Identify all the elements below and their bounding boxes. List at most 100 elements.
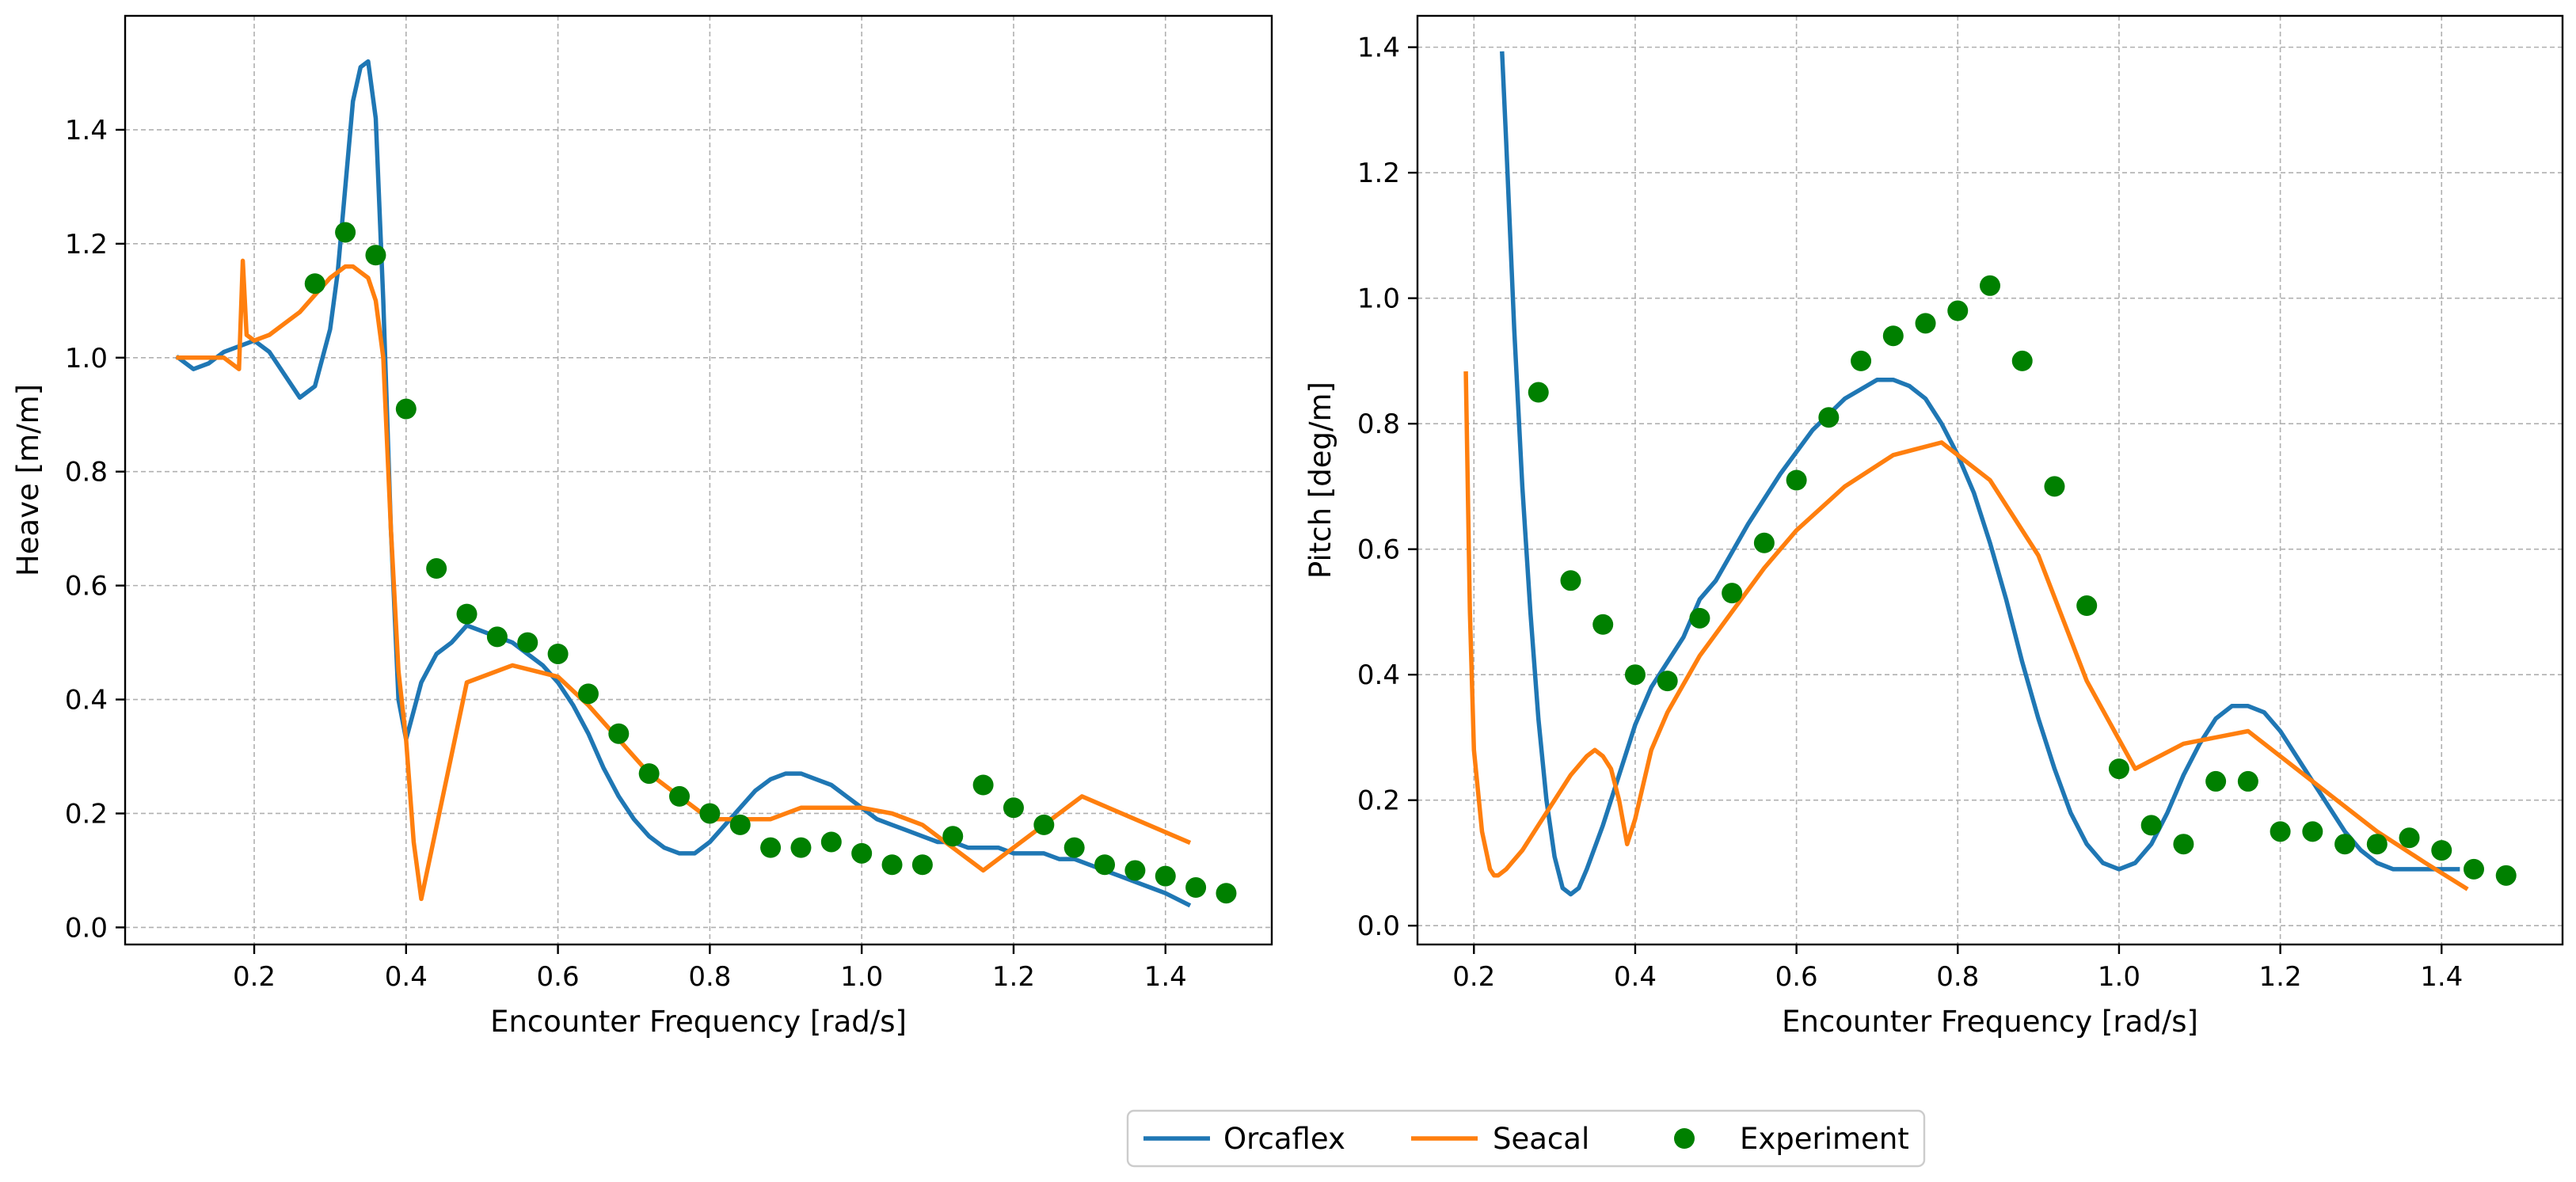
heave-experiment-point bbox=[547, 643, 569, 664]
pitch-seacal-line bbox=[1463, 371, 2469, 891]
heave-x-tick-label: 1.0 bbox=[840, 961, 883, 993]
legend-seacal-label: Seacal bbox=[1493, 1122, 1589, 1156]
pitch-experiment-point bbox=[2076, 595, 2098, 617]
heave-y-tick-label: 1.0 bbox=[65, 343, 108, 374]
heave-experiment-point bbox=[486, 626, 508, 648]
pitch-y-tick-label: 0.8 bbox=[1357, 409, 1400, 440]
heave-experiment-point bbox=[1155, 865, 1176, 887]
pitch-experiment-point bbox=[2302, 821, 2323, 842]
pitch-experiment-point bbox=[1560, 570, 1581, 591]
heave-experiment-point bbox=[942, 826, 964, 847]
pitch-experiment-point bbox=[1753, 532, 1775, 553]
pitch-y-tick-label: 0.4 bbox=[1357, 659, 1400, 691]
heave-y-tick-label: 0.6 bbox=[65, 571, 108, 602]
heave-y-tick-label: 0.2 bbox=[65, 798, 108, 830]
heave-experiment-point bbox=[517, 632, 538, 653]
pitch-y-tick-label: 1.4 bbox=[1357, 32, 1400, 64]
heave-orcaflex-line bbox=[175, 59, 1192, 908]
pitch-experiment-point bbox=[1980, 275, 2000, 296]
pitch-experiment-point bbox=[2399, 827, 2420, 849]
legend-orcaflex-label: Orcaflex bbox=[1223, 1122, 1345, 1156]
heave-experiment-point bbox=[820, 831, 842, 853]
pitch-experiment-point bbox=[1689, 607, 1710, 629]
pitch-subplot: 0.2 0.4 0.6 0.8 1.0 1.2 1.4 0.0 0.2 0.4 0.6 0.8 1.0… bbox=[1303, 14, 2564, 1039]
pitch-experiment-point bbox=[2495, 865, 2517, 886]
heave-x-axis-label: Encounter Frequency [rad/s] bbox=[490, 1005, 907, 1039]
heave-x-tick-label: 0.4 bbox=[385, 961, 428, 993]
pitch-series bbox=[1463, 51, 2517, 897]
pitch-orcaflex-line bbox=[1500, 51, 2460, 897]
pitch-x-tick-label: 0.4 bbox=[1614, 961, 1657, 993]
pitch-experiment-point bbox=[1915, 313, 1936, 334]
pitch-experiment-point bbox=[1624, 664, 1646, 686]
pitch-x-tick-label: 1.2 bbox=[2259, 961, 2302, 993]
pitch-experiment-point bbox=[2366, 834, 2388, 855]
heave-experiment-point bbox=[1033, 814, 1055, 835]
heave-experiment-point bbox=[881, 854, 903, 876]
pitch-y-tick-label: 1.0 bbox=[1357, 283, 1400, 315]
pitch-experiment-point bbox=[2270, 821, 2291, 842]
heave-y-tick-label: 1.4 bbox=[65, 115, 108, 146]
pitch-experiment-point bbox=[2463, 858, 2484, 880]
heave-experiment-point bbox=[335, 222, 356, 243]
heave-experiment-point bbox=[760, 837, 782, 858]
pitch-experiment-point bbox=[2237, 770, 2258, 792]
pitch-experiment-point bbox=[1851, 350, 1872, 371]
legend-experiment-marker bbox=[1674, 1128, 1695, 1149]
heave-seacal-line bbox=[176, 258, 1192, 902]
pitch-experiment-point bbox=[1528, 382, 1549, 403]
pitch-y-tick-label: 0.6 bbox=[1357, 534, 1400, 566]
heave-experiment-point bbox=[699, 803, 721, 824]
pitch-experiment-point bbox=[1722, 583, 1743, 604]
pitch-experiment-point bbox=[2011, 350, 2033, 371]
heave-x-tick-label: 0.8 bbox=[688, 961, 731, 993]
pitch-experiment-point bbox=[2140, 815, 2162, 836]
pitch-experiment-point bbox=[2431, 840, 2452, 861]
heave-experiment-point bbox=[1003, 797, 1024, 819]
heave-y-ticks: 0.0 0.2 0.4 0.6 0.8 1.0 1.2 1.4 bbox=[65, 115, 125, 944]
pitch-x-tick-label: 0.8 bbox=[1936, 961, 1979, 993]
heave-y-tick-label: 0.4 bbox=[65, 685, 108, 716]
pitch-experiment-point bbox=[1947, 300, 1969, 321]
pitch-experiment-point bbox=[1657, 671, 1678, 692]
pitch-experiment-point bbox=[2108, 758, 2129, 780]
heave-experiment-point bbox=[426, 558, 447, 580]
pitch-experiment-point bbox=[2044, 476, 2065, 497]
pitch-x-tick-label: 1.4 bbox=[2420, 961, 2463, 993]
heave-experiment-point bbox=[669, 785, 691, 807]
heave-experiment-point bbox=[729, 814, 751, 835]
heave-x-tick-label: 1.2 bbox=[992, 961, 1035, 993]
heave-experiment-point bbox=[911, 854, 933, 876]
legend-experiment-label: Experiment bbox=[1740, 1122, 1909, 1156]
heave-x-ticks: 0.2 0.4 0.6 0.8 1.0 1.2 1.4 bbox=[233, 944, 1187, 993]
heave-experiment-point bbox=[608, 723, 630, 744]
pitch-y-tick-label: 0.0 bbox=[1357, 910, 1400, 942]
heave-subplot: 0.2 0.4 0.6 0.8 1.0 1.2 1.4 0.0 0.2 0.4 0.6 0.8 1.0… bbox=[11, 14, 1273, 1039]
heave-y-tick-label: 0.8 bbox=[65, 457, 108, 488]
pitch-x-axis-label: Encounter Frequency [rad/s] bbox=[1782, 1005, 2198, 1039]
pitch-experiment-point bbox=[1786, 469, 1807, 491]
heave-y-axis-label: Heave [m/m] bbox=[11, 384, 45, 576]
heave-y-tick-label: 0.0 bbox=[65, 912, 108, 944]
pitch-experiment-point bbox=[1818, 407, 1840, 428]
heave-experiment-point bbox=[1216, 883, 1237, 904]
heave-experiment-point bbox=[638, 763, 660, 785]
pitch-x-tick-label: 0.2 bbox=[1452, 961, 1495, 993]
pitch-experiment-point bbox=[2205, 770, 2227, 792]
pitch-y-axis-label: Pitch [deg/m] bbox=[1303, 382, 1337, 579]
heave-x-tick-label: 0.2 bbox=[233, 961, 276, 993]
pitch-axes-frame bbox=[1416, 14, 2564, 946]
heave-grid bbox=[125, 16, 1272, 944]
heave-y-tick-label: 1.2 bbox=[65, 229, 108, 260]
pitch-x-tick-label: 0.6 bbox=[1775, 961, 1818, 993]
heave-x-tick-label: 0.6 bbox=[537, 961, 580, 993]
pitch-y-ticks: 0.0 0.2 0.4 0.6 0.8 1.0 1.2 1.4 bbox=[1357, 32, 1417, 942]
heave-experiment-point bbox=[304, 273, 325, 295]
pitch-grid bbox=[1417, 16, 2563, 944]
heave-axes-frame bbox=[124, 14, 1273, 946]
heave-experiment-point bbox=[1124, 860, 1146, 881]
heave-experiment-point bbox=[790, 837, 812, 858]
pitch-experiment-point bbox=[2334, 834, 2356, 855]
legend: Orcaflex Seacal Experiment bbox=[1126, 1109, 1926, 1168]
